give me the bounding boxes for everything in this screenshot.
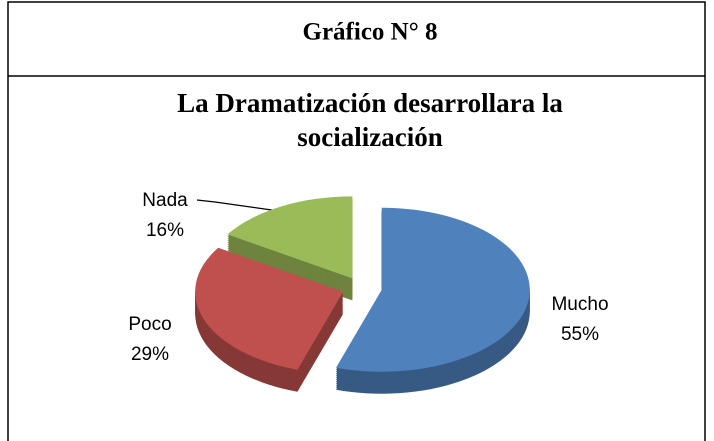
slice-label: Mucho [551, 294, 608, 315]
slice-value-label: 16% [146, 220, 184, 241]
slice [336, 207, 530, 372]
slice [227, 196, 353, 279]
slice-value-label: 29% [131, 344, 169, 365]
chart-title: socialización [297, 122, 442, 152]
frame [7, 1, 706, 441]
slice-value-label: 55% [561, 324, 599, 345]
chart-title: La Dramatización desarrollara la [177, 88, 563, 118]
slice-label: Nada [142, 190, 188, 211]
slice-label: Poco [128, 314, 171, 335]
slice [195, 247, 344, 370]
header-title: Gráfico N° 8 [303, 19, 438, 46]
